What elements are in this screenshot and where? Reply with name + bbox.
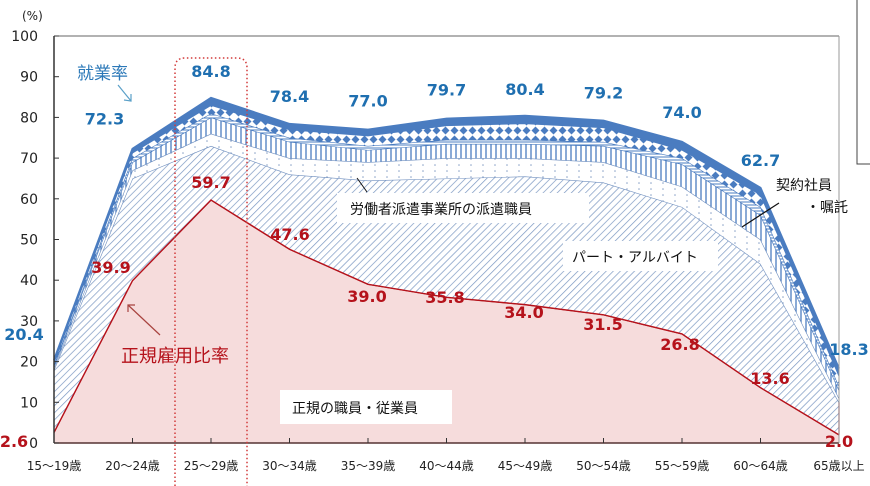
employment-rate-value: 84.8 <box>191 62 230 81</box>
x-tick-label: 60～64歳 <box>733 459 788 473</box>
y-tick-label: 90 <box>20 70 38 86</box>
y-tick-label: 0 <box>29 436 38 452</box>
regular-ratio-value: 31.5 <box>583 315 622 334</box>
contract-label-line1: 契約社員 <box>776 178 832 194</box>
employment-rate-value: 80.4 <box>505 80 544 99</box>
x-tick-label: 15～19歳 <box>27 459 82 473</box>
y-tick-label: 20 <box>20 355 38 371</box>
contract-pointer <box>741 202 780 228</box>
y-tick-label: 70 <box>20 151 38 167</box>
x-tick-label: 25～29歳 <box>184 459 239 473</box>
regular-ratio-value: 39.9 <box>91 258 130 277</box>
regular-ratio-label: 正規雇用比率 <box>121 346 229 367</box>
regular-ratio-labels: 2.6 39.9 59.7 47.6 39.0 35.8 34.0 31.5 26.8 13.6 2… <box>0 173 853 451</box>
y-tick-label: 30 <box>20 314 38 330</box>
y-tick-label: 40 <box>20 273 38 289</box>
regular-ratio-value: 13.6 <box>750 369 789 388</box>
regular-ratio-value: 35.8 <box>425 288 464 307</box>
highlight-box-25-29 <box>174 57 248 486</box>
employment-rate-arrow <box>117 84 132 102</box>
y-axis-unit: (%) <box>22 9 43 23</box>
parttime-label-bg <box>563 241 718 271</box>
legend-box-edge <box>856 0 870 165</box>
y-tick-label: 60 <box>20 192 38 208</box>
employment-rate-value: 62.7 <box>741 151 780 170</box>
employment-rate-value: 77.0 <box>348 92 387 111</box>
employment-rate-labels: 20.4 72.3 84.8 78.4 77.0 79.7 80.4 79.2 74.0 62.7… <box>4 62 868 359</box>
regular-ratio-arrow <box>127 304 161 336</box>
x-tick-label: 65歳以上 <box>813 459 864 473</box>
x-tick-label: 50～54歳 <box>576 459 631 473</box>
regular-area <box>54 200 839 443</box>
regular-ratio-value: 26.8 <box>660 335 699 354</box>
contract-label-line2: ・嘱託 <box>806 200 848 216</box>
regular-ratio-value: 39.0 <box>347 287 386 306</box>
employment-rate-value: 78.4 <box>270 87 309 106</box>
stacked-areas <box>53 96 840 443</box>
employment-rate-value: 18.3 <box>829 340 868 359</box>
regular-label: 正規の職員・従業員 <box>292 401 418 417</box>
regular-ratio-value: 2.6 <box>0 432 28 451</box>
y-tick-label: 80 <box>20 110 38 126</box>
dispatch-label: 労働者派遣事業所の派遣職員 <box>350 202 532 218</box>
parttime-label: パート・アルバイト <box>572 250 698 266</box>
regular-ratio-value: 59.7 <box>191 173 230 192</box>
x-tick-label: 45～49歳 <box>498 459 553 473</box>
x-tick-label: 35～39歳 <box>341 459 396 473</box>
employment-rate-value: 72.3 <box>85 110 124 129</box>
y-tick-label: 10 <box>20 395 38 411</box>
x-tick-label: 20～24歳 <box>105 459 160 473</box>
x-tick-label: 55～59歳 <box>655 459 710 473</box>
employment-rate-value: 79.2 <box>584 84 623 103</box>
employment-rate-value: 20.4 <box>4 325 43 344</box>
dispatch-pointer <box>356 177 368 193</box>
employment-rate-label: 就業率 <box>77 64 128 84</box>
y-tick-label: 100 <box>11 29 38 45</box>
x-tick-label: 40～44歳 <box>419 459 474 473</box>
parttime-area <box>54 145 839 435</box>
regular-ratio-value: 2.0 <box>825 432 853 451</box>
other-area-edge <box>53 96 840 369</box>
regular-ratio-value: 47.6 <box>270 225 309 244</box>
regular-ratio-value: 34.0 <box>504 303 543 322</box>
x-tick-label: 30～34歳 <box>262 459 317 473</box>
y-tick-label: 50 <box>20 233 38 249</box>
employment-rate-value: 79.7 <box>427 81 466 100</box>
regular-ratio-line <box>53 199 840 436</box>
y-axis-ticks: 0 10 20 30 40 50 60 70 80 90 100 <box>11 29 59 452</box>
regular-label-bg <box>280 390 452 424</box>
employment-rate-value: 74.0 <box>662 103 701 122</box>
x-axis-ticks: 15～19歳 20～24歳 25～29歳 30～34歳 35～39歳 40～44歳 45～4… <box>27 438 865 473</box>
dispatch-label-bg <box>337 193 589 223</box>
